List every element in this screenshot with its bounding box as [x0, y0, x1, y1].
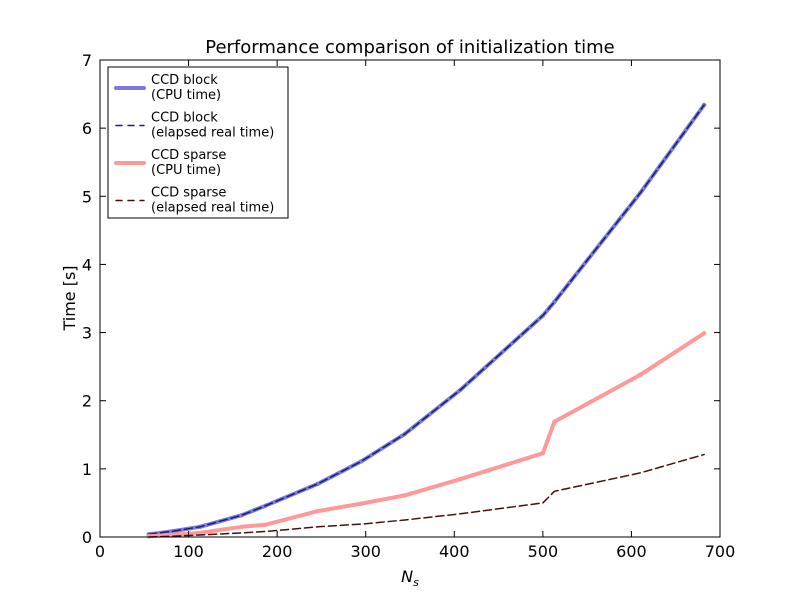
- axes-frame: [99, 59, 721, 538]
- y-tick-label: 6: [82, 119, 92, 138]
- legend: CCD block(CPU time)CCD block(elapsed rea…: [107, 66, 289, 219]
- x-tick-label: 0: [95, 542, 105, 561]
- x-axis-label: Ns: [401, 567, 419, 589]
- series-1-point: [168, 529, 174, 534]
- y-tick-label: 7: [82, 51, 92, 70]
- y-tick-label: 5: [82, 187, 92, 206]
- series-3-point: [315, 508, 321, 514]
- legend-label-2: CCD block: [151, 111, 218, 126]
- y-tick-label: 1: [82, 460, 92, 479]
- x-tick-label: 400: [439, 542, 470, 561]
- series-line-4: [147, 453, 705, 538]
- legend-label-4: (elapsed real time): [151, 201, 274, 216]
- x-tick-label: 100: [173, 542, 204, 561]
- chart-title: Performance comparison of initialization…: [205, 37, 615, 58]
- y-tick-label: 4: [82, 255, 92, 274]
- y-tick-label: 0: [82, 528, 92, 547]
- series-3-point: [197, 530, 203, 536]
- legend-label-1: CCD block: [151, 73, 218, 88]
- legend-label-2: (elapsed real time): [151, 126, 274, 141]
- legend-label-1: (CPU time): [151, 88, 221, 103]
- legend-label-3: (CPU time): [151, 163, 221, 178]
- x-axis-label-main: N: [401, 567, 413, 586]
- series-3-point: [701, 331, 707, 336]
- series-3-point: [359, 501, 364, 506]
- series-3-point: [263, 522, 268, 527]
- y-tick-label: 2: [82, 392, 92, 411]
- x-tick-label: 600: [616, 542, 647, 561]
- x-axis-label-subscript: s: [413, 576, 419, 589]
- series-3-point: [402, 493, 407, 498]
- series-line-2: [147, 104, 705, 536]
- x-tick-label: 200: [262, 542, 293, 561]
- series-3-point: [638, 372, 643, 378]
- legend-label-4: CCD sparse: [151, 186, 226, 201]
- y-tick-label: 3: [82, 324, 92, 343]
- series-3-point: [458, 476, 463, 482]
- x-tick-label: 300: [350, 542, 381, 561]
- series-3-point: [540, 450, 546, 456]
- x-tick-label: 700: [705, 542, 736, 561]
- y-axis-label: Time [s]: [60, 265, 79, 331]
- legend-box: [107, 66, 289, 219]
- legend-label-3: CCD sparse: [151, 148, 226, 163]
- series-3-point: [552, 419, 557, 425]
- x-tick-label: 500: [528, 542, 559, 561]
- series-3-point: [239, 524, 244, 529]
